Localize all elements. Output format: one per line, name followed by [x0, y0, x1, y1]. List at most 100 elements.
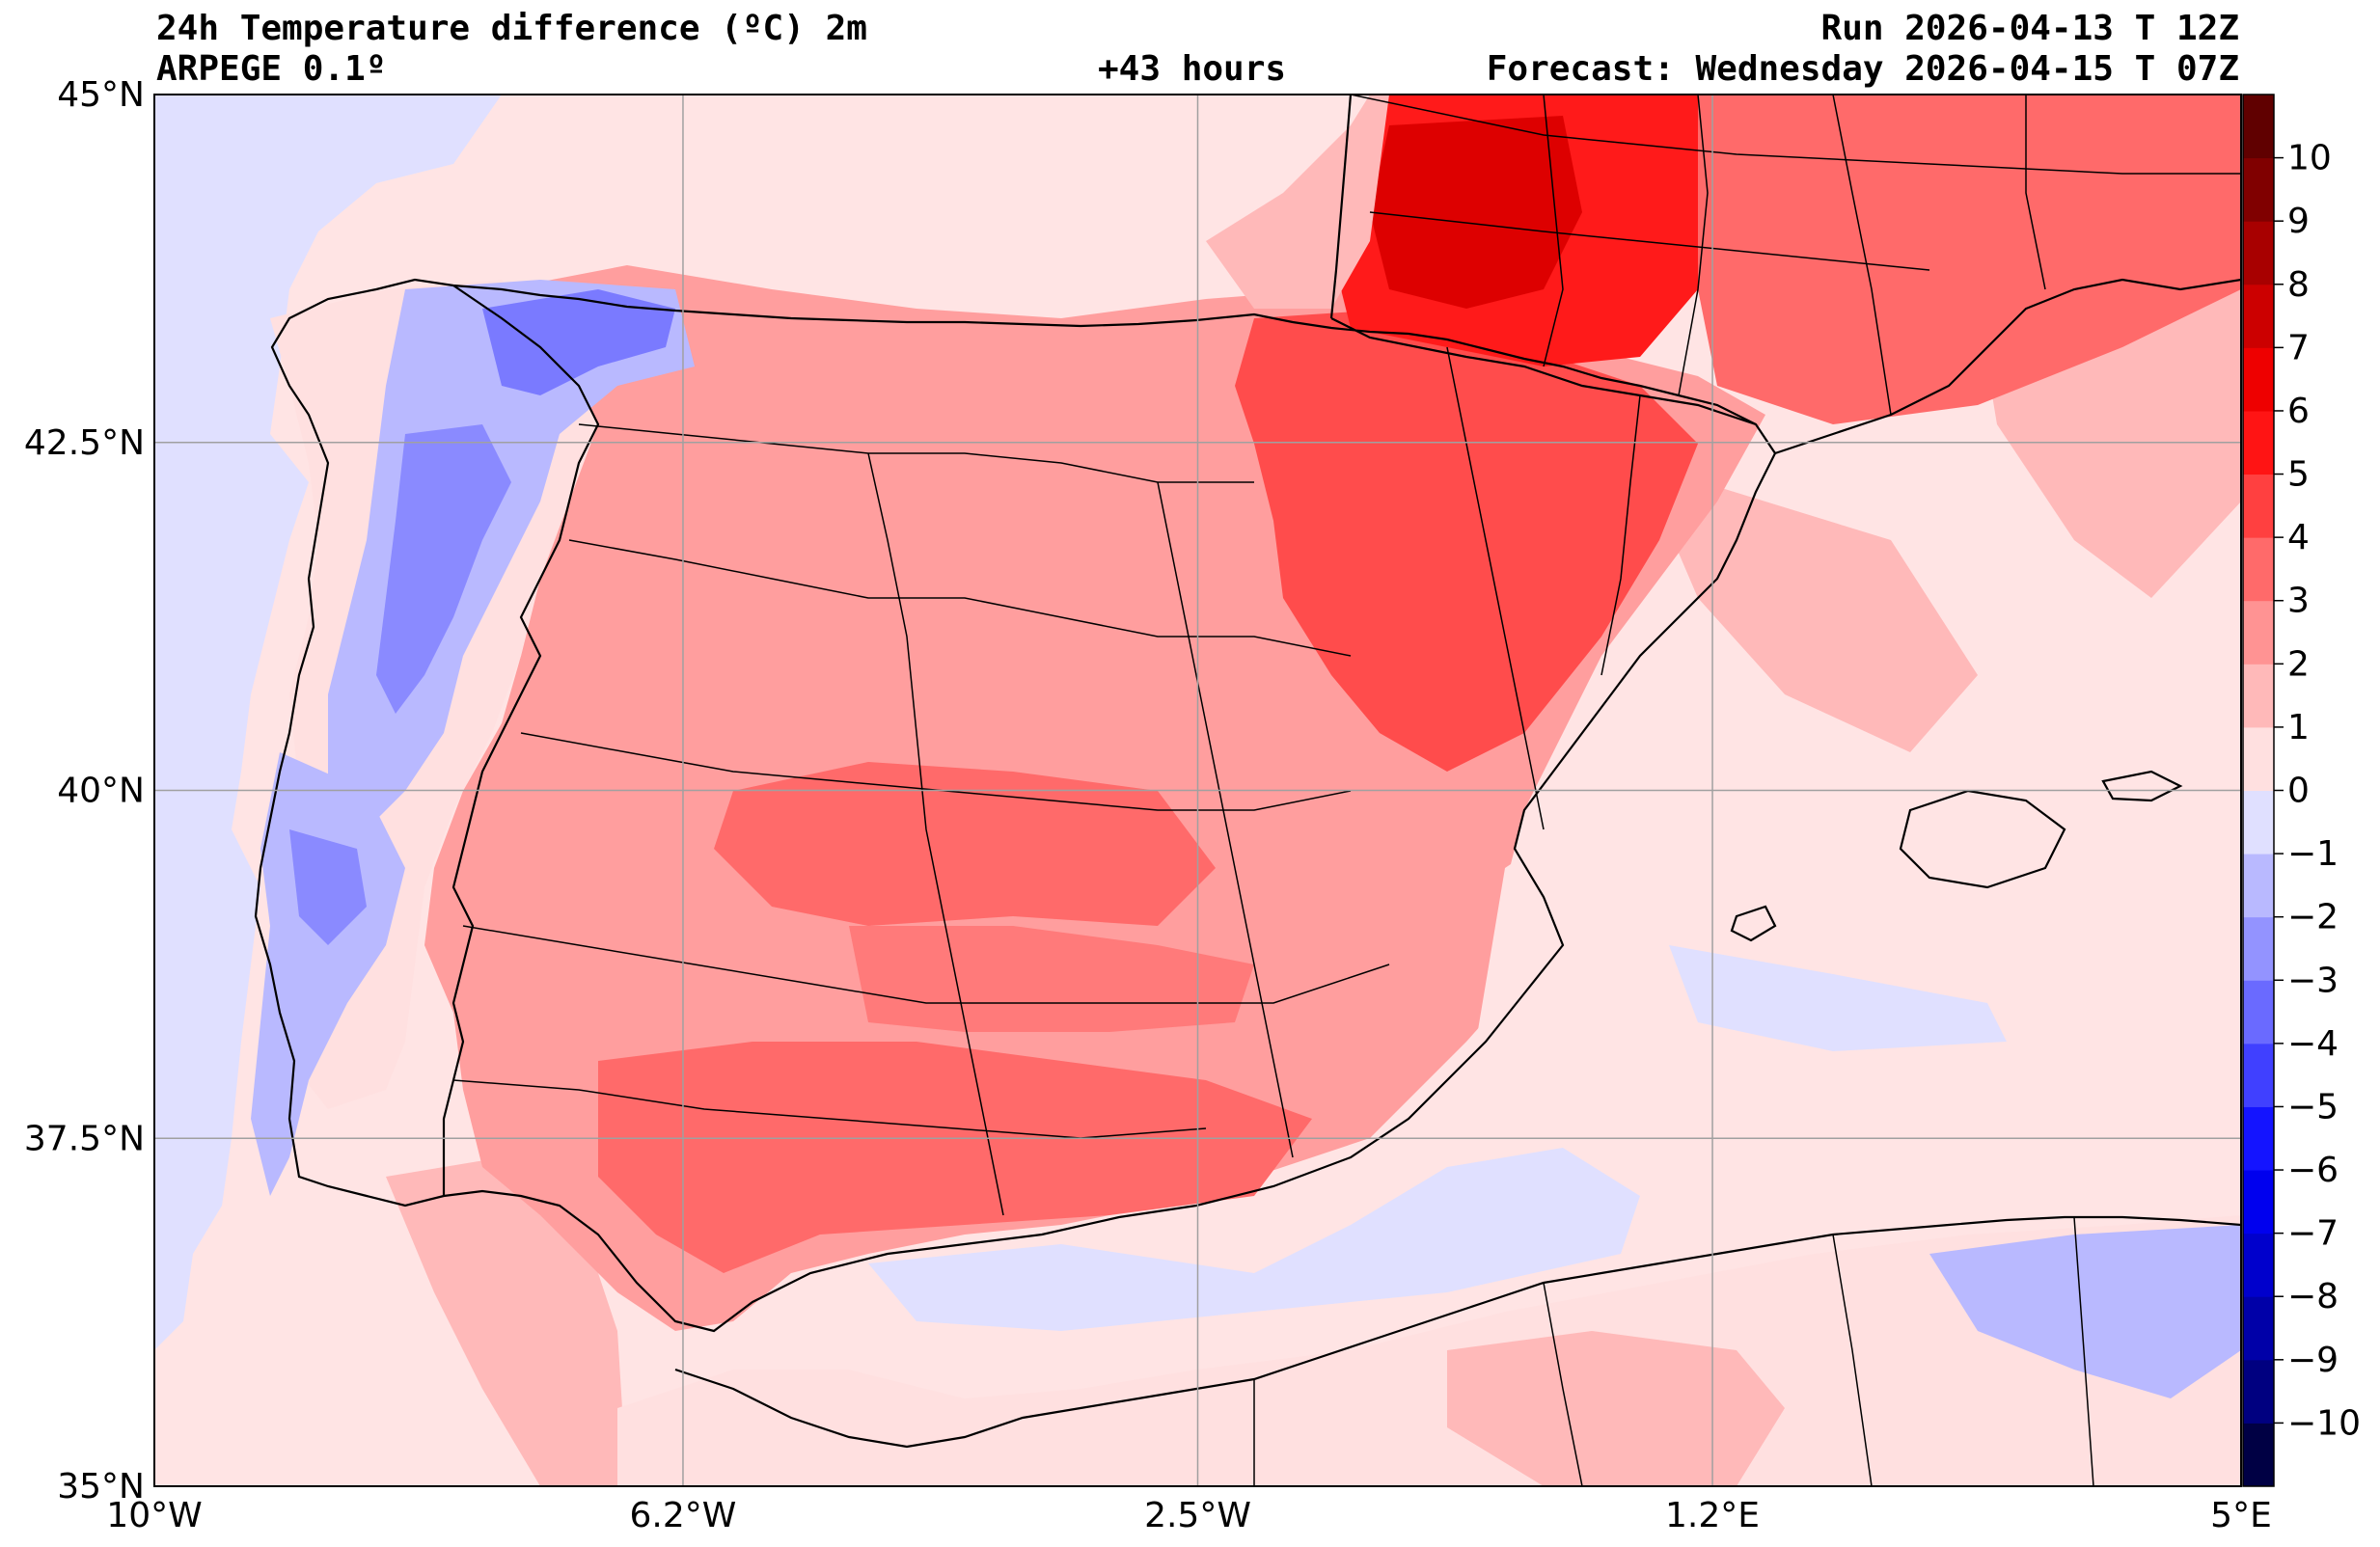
- colorbar-segment: [2243, 1170, 2274, 1235]
- mallorca-coast: [1899, 789, 2066, 889]
- gulf-lion-coastline: [1774, 278, 2241, 455]
- north-africa-cool: [1929, 1225, 2241, 1398]
- central-warm-belt: [714, 762, 1216, 926]
- colorbar-label: 2: [2287, 644, 2310, 684]
- spain-france-border: [1330, 317, 1757, 426]
- colorbar-segment: [2243, 347, 2274, 412]
- france-hot-core: [1370, 116, 1582, 309]
- colorbar-label: −9: [2287, 1341, 2339, 1380]
- france-warm-east: [1698, 95, 2241, 424]
- lon-tick-label: 6.2°W: [630, 1496, 737, 1535]
- lon-tick-label: 5°E: [2210, 1496, 2272, 1535]
- colorbar-segment: [2243, 95, 2274, 159]
- colorbar-segment: [2243, 1296, 2274, 1361]
- galicia-cold-core-1: [482, 289, 675, 395]
- colorbar-segment: [2243, 664, 2274, 728]
- colorbar-label: −7: [2287, 1214, 2339, 1254]
- colorbar-segment: [2243, 221, 2274, 285]
- south-warm-belt: [598, 1042, 1312, 1273]
- colorbar-label: −8: [2287, 1277, 2339, 1316]
- france-coastline: [1329, 95, 1353, 319]
- lat-tick-label: 45°N: [57, 75, 145, 115]
- colorbar-label: 8: [2287, 265, 2310, 305]
- region-border: [867, 452, 1004, 1216]
- sea-warm-plume-east: [1640, 463, 1978, 752]
- region-border: [1678, 95, 1709, 396]
- portugal-cold-core: [289, 829, 367, 945]
- lat-tick-label: 35°N: [57, 1467, 145, 1506]
- colorbar-label: 1: [2287, 708, 2310, 747]
- colorbar-segment: [2243, 284, 2274, 348]
- region-border: [462, 925, 1390, 1004]
- north-africa-coast: [674, 1215, 2241, 1449]
- colorbar-label: −3: [2287, 961, 2339, 1000]
- colorbar-segment: [2243, 537, 2274, 602]
- bay-of-biscay-warm: [1206, 95, 1389, 309]
- region-border: [568, 539, 1352, 657]
- map-gridlines: [153, 94, 2242, 1487]
- region-border: [2025, 95, 2046, 290]
- colorbar-segment: [2243, 726, 2274, 791]
- coastlines-borders: [254, 95, 2241, 1449]
- colorbar-label: 10: [2287, 139, 2332, 178]
- colorbar-segment: [2243, 1106, 2274, 1171]
- colorbar-label: −4: [2287, 1024, 2339, 1064]
- lat-tick-label: 40°N: [57, 772, 145, 811]
- lat-tick-label: 42.5°N: [24, 423, 145, 463]
- colorbar-label: −10: [2287, 1403, 2361, 1443]
- colorbar-label: −6: [2287, 1151, 2339, 1190]
- region-border: [1543, 1282, 1583, 1486]
- colorbar-segment: [2243, 790, 2274, 855]
- lon-tick-label: 2.5°W: [1144, 1496, 1251, 1535]
- forecast-label: Forecast: Wednesday 2026-04-15 T 07Z: [1486, 49, 2239, 89]
- lon-tick-labels: 10°W 6.2°W 2.5°W 1.2°E 5°E: [106, 1496, 2272, 1535]
- menorca-coast: [2101, 770, 2183, 802]
- balearic-cool-zone: [1669, 945, 2007, 1051]
- map-title: 24h Temperature difference (ºC) 2m: [156, 9, 867, 48]
- colorbar-label: 3: [2287, 582, 2310, 621]
- map-frame: [153, 94, 2242, 1487]
- colorbar-label: 0: [2287, 772, 2310, 811]
- region-border: [1350, 95, 2241, 175]
- colorbar-segment: [2243, 1233, 2274, 1297]
- colorbar-label: 6: [2287, 392, 2310, 431]
- galicia-cool-zone: [328, 280, 695, 829]
- colorbar-label: −2: [2287, 898, 2339, 937]
- portugal-cool-zone: [251, 752, 405, 1196]
- colorbar-label: 4: [2287, 518, 2310, 557]
- region-border: [578, 423, 1254, 483]
- colorbar-label: −1: [2287, 834, 2339, 874]
- alboran-cool-zone: [868, 1148, 1640, 1331]
- iberia-coastline: [254, 278, 1777, 1333]
- colorbar-segment: [2243, 1359, 2274, 1424]
- region-border: [2073, 1216, 2094, 1486]
- region-border: [1543, 95, 1564, 367]
- region-border: [1600, 394, 1641, 676]
- levante-cool-coast: [1428, 829, 1621, 1128]
- colorbar-segment: [2243, 1423, 2274, 1487]
- galicia-cold-core-2: [376, 424, 511, 714]
- lon-tick-label: 1.2°E: [1665, 1496, 1760, 1535]
- ibiza-coast: [1730, 905, 1777, 942]
- lat-tick-label: 37.5°N: [24, 1119, 145, 1158]
- lat-tick-labels: 45°N 42.5°N 40°N 37.5°N 35°N: [24, 75, 145, 1506]
- colorbar-segment: [2243, 410, 2274, 475]
- colorbar-segment: [2243, 916, 2274, 981]
- colorbar-label: 5: [2287, 455, 2310, 495]
- lon-tick-label: 10°W: [106, 1496, 202, 1535]
- colorbar-label: 9: [2287, 202, 2310, 241]
- model-label: ARPEGE 0.1º: [156, 49, 387, 89]
- colorbar-segment: [2243, 474, 2274, 538]
- run-label: Run 2026-04-13 T 12Z: [1820, 9, 2239, 48]
- spain-portugal-border: [442, 285, 600, 1196]
- colorbar-label: 7: [2287, 328, 2310, 367]
- atlantic-cool-zone: [154, 95, 502, 1350]
- colorbar-segment: [2243, 1043, 2274, 1107]
- region-border: [1832, 95, 1892, 416]
- colorbar-segment: [2243, 157, 2274, 222]
- region-border: [1446, 346, 1545, 830]
- north-africa-warm: [1447, 1331, 1785, 1486]
- colorbar-segment: [2243, 980, 2274, 1045]
